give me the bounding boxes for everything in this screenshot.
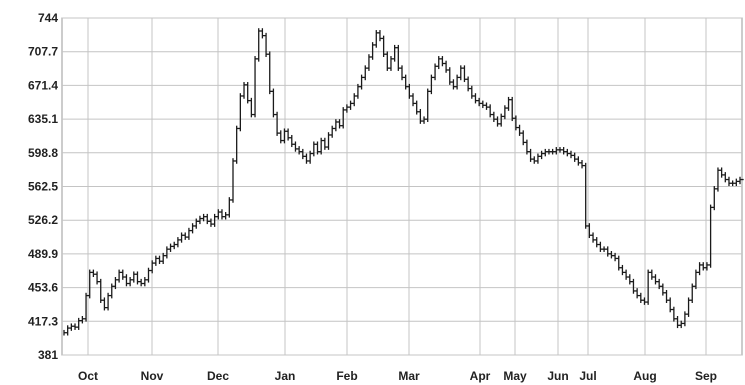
- price-bar: [739, 176, 744, 185]
- y-tick-label: 381: [38, 348, 58, 362]
- y-axis-ticks: 744 707.7 671.4 635.1 598.8 562.5 526.2 489.9 45…: [28, 11, 58, 362]
- x-tick-label: Nov: [141, 369, 164, 383]
- x-tick-label: Apr: [470, 369, 491, 383]
- y-tick-label: 526.2: [28, 213, 58, 227]
- y-tick-label: 744: [38, 11, 58, 25]
- y-tick-label: 417.3: [28, 314, 58, 328]
- price-bars: [63, 28, 744, 336]
- x-axis-ticks: Oct Nov Dec Jan Feb Mar Apr May Jun Jul Aug Sep: [78, 369, 717, 383]
- y-tick-label: 707.7: [28, 45, 58, 59]
- y-tick-label: 562.5: [28, 180, 58, 194]
- y-tick-label: 671.4: [28, 78, 58, 92]
- x-tick-label: Jul: [579, 369, 596, 383]
- x-tick-label: Oct: [78, 369, 98, 383]
- x-tick-label: Aug: [633, 369, 656, 383]
- y-tick-label: 598.8: [28, 146, 58, 160]
- y-tick-label: 453.6: [28, 281, 58, 295]
- x-tick-label: Feb: [336, 369, 357, 383]
- x-tick-label: Mar: [398, 369, 420, 383]
- y-tick-label: 635.1: [28, 112, 58, 126]
- y-tick-label: 489.9: [28, 247, 58, 261]
- x-tick-label: May: [503, 369, 527, 383]
- x-tick-label: Dec: [207, 369, 229, 383]
- x-tick-label: Jun: [547, 369, 568, 383]
- x-tick-label: Sep: [695, 369, 717, 383]
- x-tick-label: Jan: [275, 369, 296, 383]
